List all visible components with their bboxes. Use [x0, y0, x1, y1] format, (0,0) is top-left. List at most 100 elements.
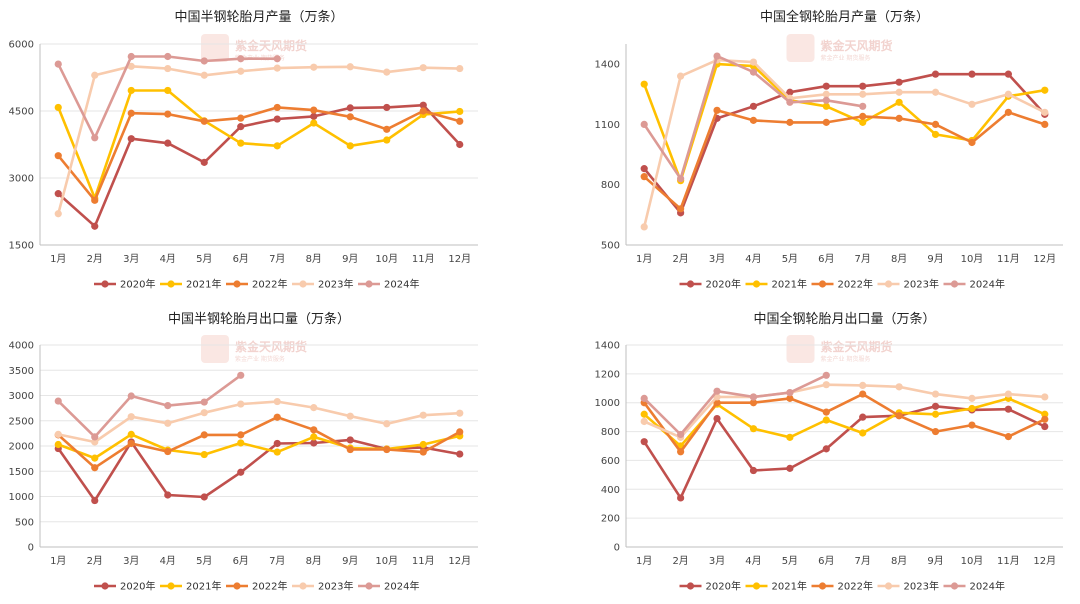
series-line: [643, 392, 1046, 454]
y-tick-label: 500: [15, 517, 34, 528]
legend-swatch-dot: [365, 280, 373, 288]
data-point: [931, 88, 940, 96]
data-point: [1004, 90, 1012, 98]
legend-swatch-dot: [365, 582, 373, 590]
data-point: [931, 70, 940, 78]
series-line: [58, 400, 460, 444]
data-point: [237, 55, 245, 63]
legend-label: 2024年: [970, 580, 1005, 593]
data-point: [456, 450, 464, 458]
y-tick-label: 3500: [9, 366, 34, 377]
data-point: [895, 114, 903, 122]
x-tick-label: 9月: [342, 555, 358, 567]
data-point: [419, 411, 427, 419]
data-point: [346, 113, 354, 121]
x-tick-label: 7月: [855, 253, 871, 265]
data-point: [859, 390, 867, 398]
legend-label: 2022年: [838, 278, 873, 291]
y-tick-label: 800: [601, 427, 620, 438]
x-tick-label: 10月: [961, 253, 984, 265]
legend-swatch-dot: [101, 280, 109, 288]
legend-label: 2024年: [384, 278, 419, 291]
data-point: [968, 138, 976, 147]
legend-swatch-dot: [686, 582, 695, 590]
series-line: [57, 433, 461, 460]
data-point: [346, 412, 354, 420]
y-tick-label: 3000: [9, 391, 34, 402]
x-tick-label: 1月: [50, 253, 66, 265]
y-tick-label: 1000: [595, 398, 620, 409]
data-point: [640, 438, 648, 446]
data-point: [273, 439, 281, 448]
x-tick-label: 2月: [672, 253, 688, 265]
data-point: [786, 464, 794, 472]
data-point: [1041, 108, 1049, 116]
data-point: [456, 140, 464, 149]
watermark-text: 紫金天风期货: [235, 38, 307, 53]
legend-item: 2024年: [358, 580, 419, 593]
data-point: [713, 399, 721, 407]
x-tick-label: 10月: [375, 253, 398, 265]
data-point: [859, 381, 867, 389]
legend-label: 2020年: [120, 580, 155, 593]
legend-swatch-dot: [233, 582, 241, 590]
data-point: [640, 80, 648, 88]
data-point: [91, 134, 99, 142]
data-point: [822, 90, 830, 98]
series-2023年: [54, 62, 464, 218]
data-point: [310, 119, 318, 127]
series-line: [643, 383, 1045, 439]
data-point: [91, 454, 99, 462]
legend-item: 2022年: [226, 580, 287, 593]
y-tick-label: 1200: [595, 369, 620, 380]
watermark-subtext: 紫金产业 期货服务: [821, 355, 871, 363]
x-tick-label: 12月: [448, 253, 471, 265]
data-point: [1041, 86, 1049, 94]
chart-panel-semi-steel-export: 中国半钢轮胎月出口量（万条） 紫金天风期货 紫金产业 期货服务 0 500 1000 150…: [0, 302, 540, 604]
x-tick-label: 7月: [269, 253, 285, 265]
x-tick-label: 9月: [342, 253, 358, 265]
legend-swatch-dot: [299, 582, 307, 590]
x-tick-label: 10月: [961, 555, 984, 567]
series-line: [642, 58, 1046, 228]
legend-label: 2022年: [252, 278, 287, 291]
data-point: [91, 433, 99, 441]
data-point: [713, 106, 721, 114]
legend-item: 2022年: [811, 580, 873, 593]
series-2024年: [54, 52, 281, 142]
data-point: [1041, 415, 1049, 423]
series-2023年: [640, 56, 1049, 231]
data-point: [749, 393, 758, 401]
data-point: [640, 417, 648, 426]
legend-item: 2022年: [811, 278, 873, 291]
legend-label: 2024年: [970, 278, 1005, 291]
data-point: [237, 67, 245, 75]
x-tick-label: 1月: [50, 555, 66, 567]
data-point: [786, 433, 794, 441]
legend-label: 2021年: [186, 278, 221, 291]
watermark-text: 紫金天风期货: [821, 339, 893, 354]
y-tick-label: 1500: [9, 467, 34, 478]
series-2024年: [54, 371, 245, 441]
y-tick-label: 500: [601, 241, 620, 252]
data-point: [895, 412, 903, 420]
data-point: [640, 410, 648, 418]
data-point: [127, 413, 135, 421]
data-point: [200, 57, 208, 65]
data-point: [91, 196, 99, 204]
x-tick-label: 6月: [233, 253, 249, 265]
data-point: [383, 125, 391, 133]
legend-swatch-dot: [752, 582, 761, 590]
data-point: [419, 64, 427, 72]
x-tick-label: 12月: [1033, 555, 1056, 567]
series-line: [57, 89, 460, 200]
data-point: [456, 117, 464, 125]
y-tick-label: 0: [614, 543, 620, 554]
data-point: [91, 496, 99, 505]
legend-swatch-dot: [884, 280, 893, 288]
legend-item: 2021年: [160, 278, 221, 291]
data-point: [968, 421, 976, 429]
legend-label: 2022年: [838, 580, 873, 593]
x-tick-label: 3月: [709, 253, 725, 265]
series-2020年: [640, 70, 1049, 217]
